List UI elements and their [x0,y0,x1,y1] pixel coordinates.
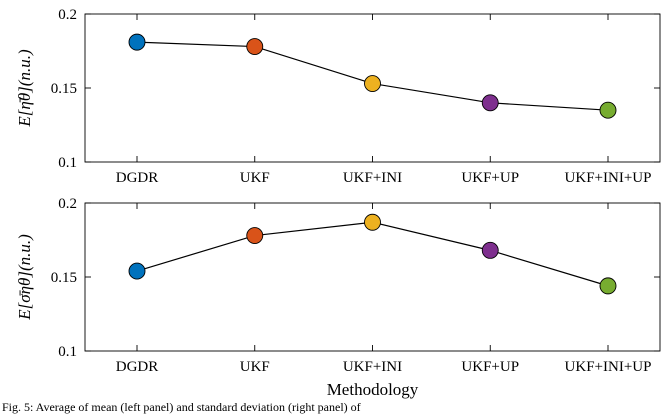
x-tick-label: UKF+INI+UP [565,359,652,375]
figure-caption: Fig. 5: Average of mean (left panel) and… [2,400,361,414]
y-tick-label: 0.15 [51,270,77,286]
y-tick-label: 0.1 [58,344,77,360]
data-point [481,94,499,112]
y-tick-label: 0.1 [58,155,77,171]
x-tick-label: DGDR [116,359,159,375]
y-tick-label: 0.2 [58,196,77,212]
data-point [599,101,617,119]
data-point [599,277,617,295]
x-tick-label: DGDR [116,170,159,186]
x-tick-label: UKF [240,170,270,186]
y-tick-label: 0.15 [51,81,77,97]
y-tick-label: 0.2 [58,7,77,23]
data-point [128,33,146,51]
data-point [246,38,264,56]
series-line [136,221,609,287]
x-tick-label: UKF+INI+UP [565,170,652,186]
y-axis-title: E[η̄θ](n.u.) [15,49,34,128]
data-point [128,262,146,280]
bottom-chart-panel: 0.1 0.15 0.2 DGDR UKF UKF+INI UKF+UP UKF+INI+UP… [15,196,661,399]
x-tick-label: UKF+INI [343,170,402,186]
x-tick-label: UKF+UP [461,170,519,186]
x-tick-label: UKF+UP [461,359,519,375]
data-point [364,213,381,231]
x-axis-title: Methodology [327,380,419,399]
data-point [364,75,381,93]
x-tick-label: UKF+INI [343,359,402,375]
data-point [481,241,499,259]
x-tick-label: UKF [240,359,270,375]
data-point [246,227,264,245]
y-axis-title: E[σ̄ηθ](n.u.) [15,234,34,321]
top-chart-panel: 0.1 0.15 0.2 DGDR UKF UKF+INI UKF+UP UKF+INI+UP… [15,7,661,186]
